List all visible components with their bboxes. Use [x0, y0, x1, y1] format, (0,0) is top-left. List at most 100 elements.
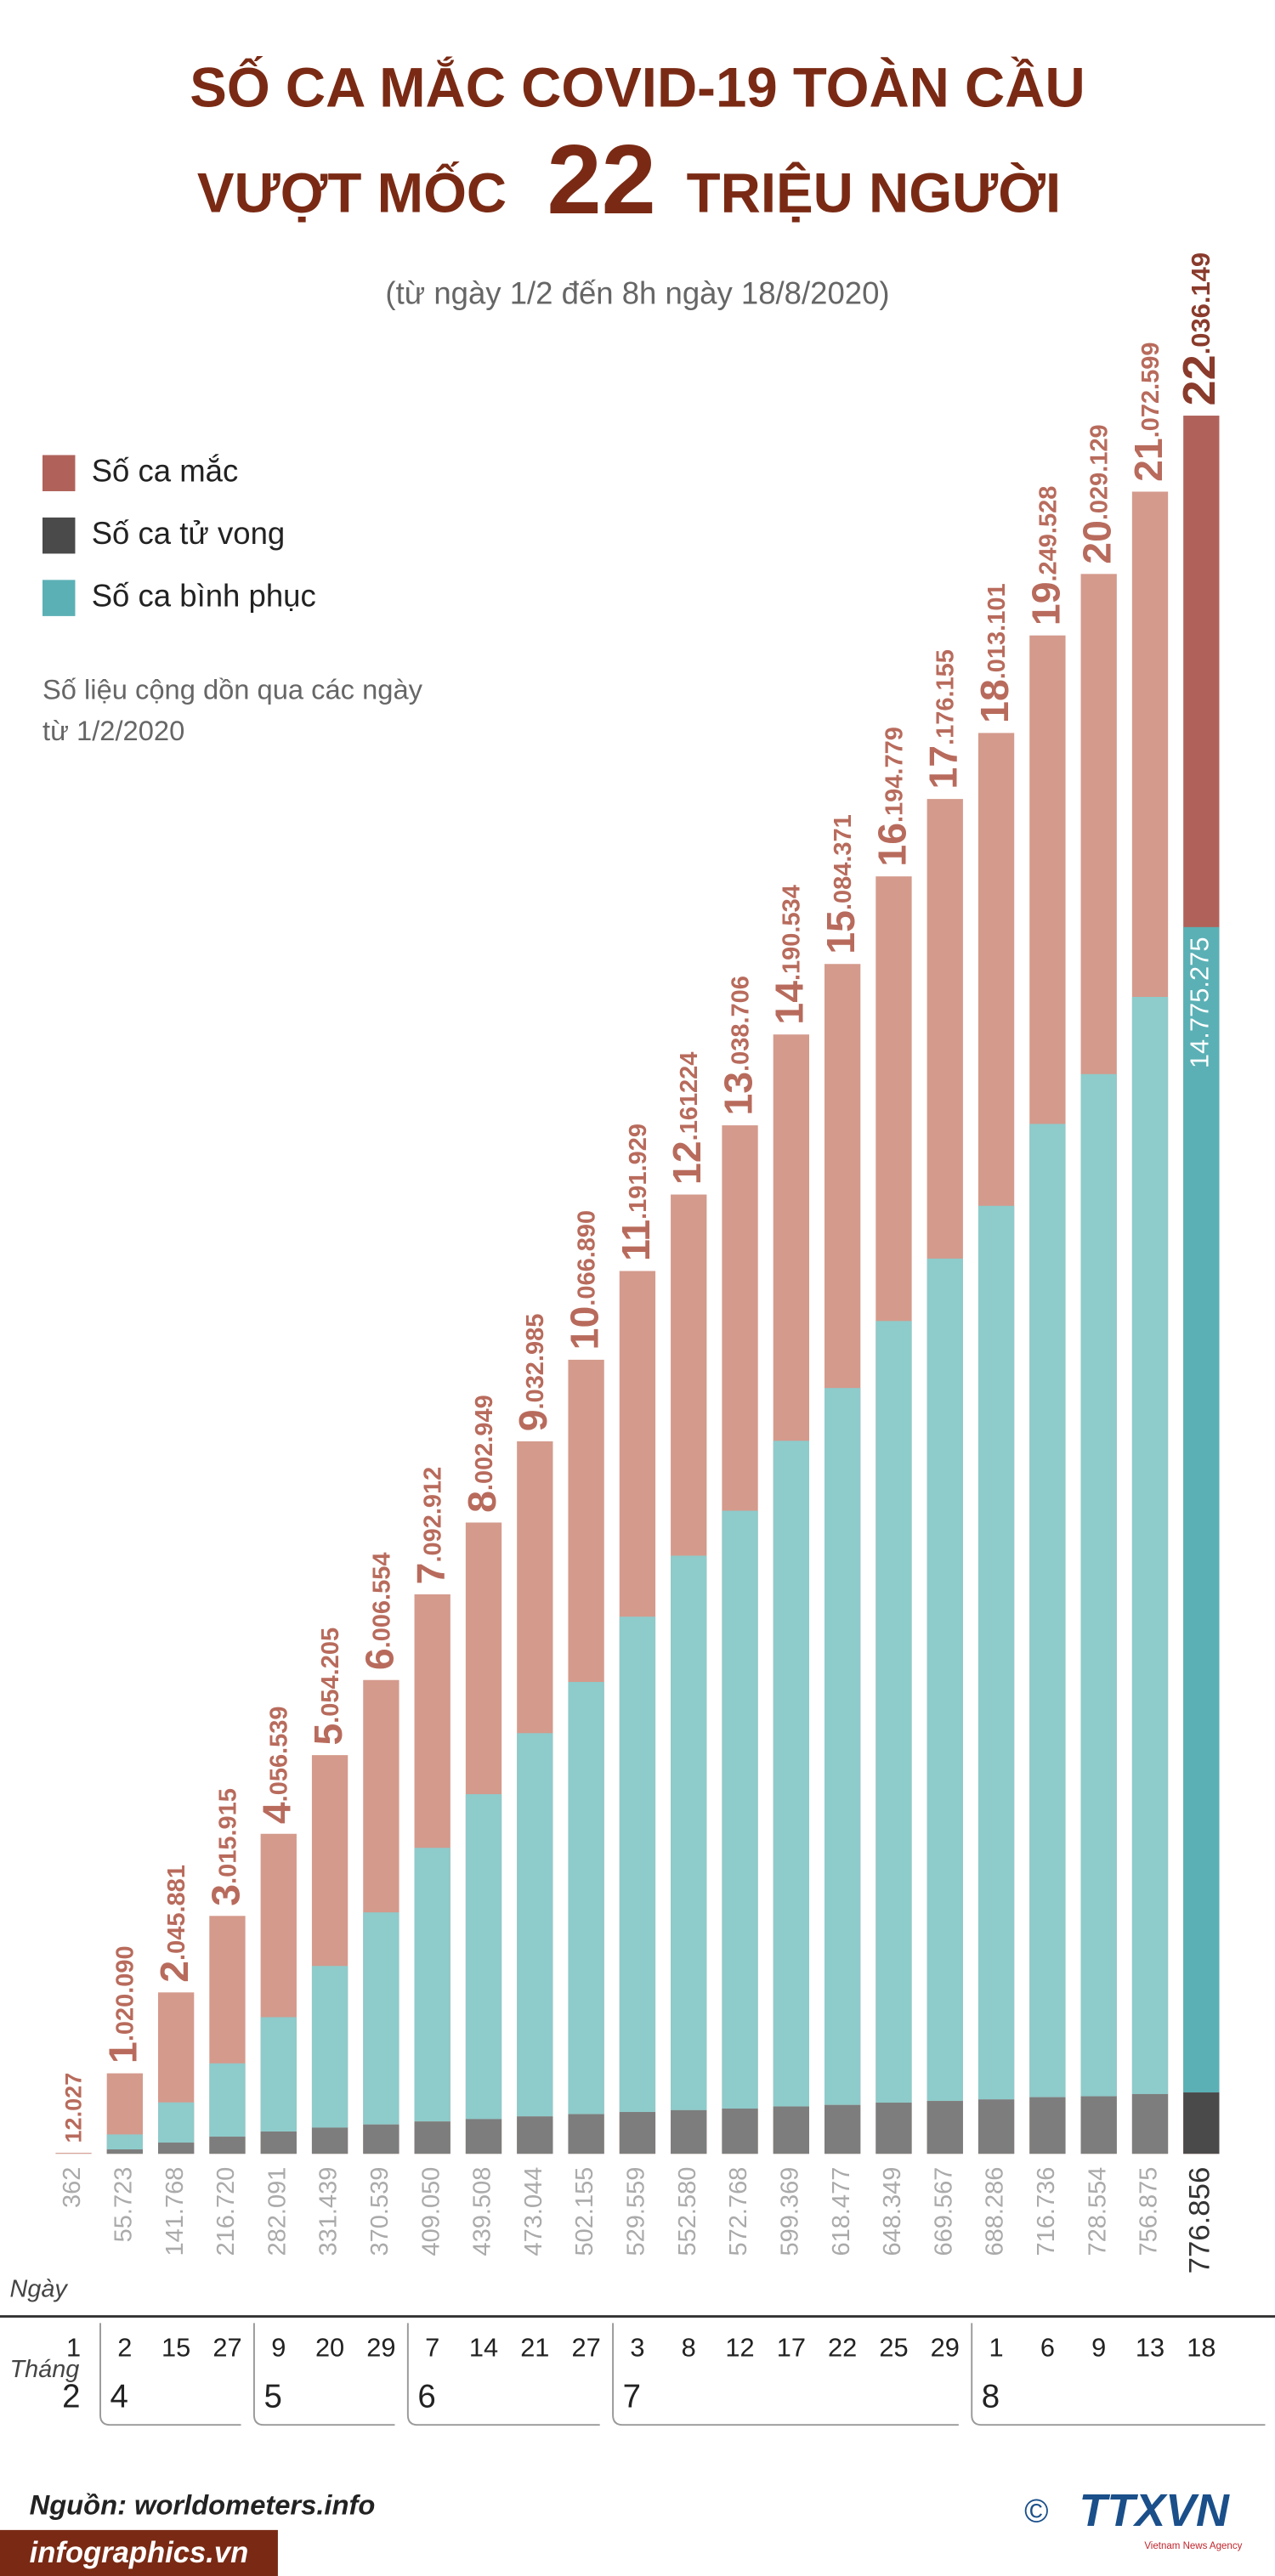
recovered-bar [465, 1794, 502, 2120]
case-label-rest: .191.929 [625, 1124, 652, 1220]
death-label: 409.050 [417, 2167, 445, 2256]
day-label: 14 [469, 2332, 498, 2362]
case-label-rest: .056.539 [265, 1707, 292, 1803]
death-bar [1131, 2093, 1169, 2154]
day-label: 2 [117, 2332, 132, 2362]
day-label: 20 [315, 2332, 344, 2362]
case-label-lead: 16 [870, 823, 915, 867]
x-label: Ngày [10, 2275, 69, 2302]
day-label: 9 [271, 2332, 286, 2362]
case-label-rest: .072.599 [1137, 342, 1164, 438]
recovered-bar [363, 1912, 400, 2125]
legend-label: Số ca tử vong [92, 516, 286, 551]
death-label: 331.439 [315, 2167, 343, 2256]
case-label-rest: .002.949 [471, 1395, 498, 1491]
recovered-bar [209, 2063, 246, 2137]
death-label: 529.559 [623, 2167, 650, 2256]
recovered-bar [517, 1733, 553, 2117]
death-bar [1183, 2092, 1220, 2154]
case-label-rest: .020.090 [111, 1945, 139, 2041]
case-label-rest: .054.205 [317, 1628, 344, 1724]
day-label: 1 [66, 2332, 81, 2362]
case-label-lead: 18 [972, 679, 1017, 723]
recovered-bar [568, 1682, 604, 2115]
recovered-bar [978, 1205, 1015, 2100]
recovered-bar [106, 2134, 143, 2150]
death-label: 728.554 [1084, 2167, 1111, 2256]
case-label-rest: .194.779 [881, 727, 908, 823]
death-bar [671, 2109, 707, 2154]
case-label-rest: .038.706 [727, 976, 754, 1072]
case-label-rest: .084.371 [830, 814, 857, 910]
death-label: 669.567 [930, 2167, 957, 2256]
case-label-lead: 20 [1075, 520, 1119, 564]
month: 6 [417, 2378, 435, 2415]
day-label: 9 [1091, 2332, 1106, 2362]
case-label: 7.092.912 [409, 1467, 453, 1585]
month: 4 [110, 2378, 128, 2415]
recovered-bar [158, 2102, 195, 2143]
death-bar [517, 2116, 553, 2154]
day-label: 25 [879, 2332, 908, 2362]
death-label: 648.349 [879, 2167, 906, 2256]
death-bar [311, 2127, 348, 2154]
death-bar [363, 2124, 400, 2154]
month-bracket [99, 2323, 241, 2426]
case-label-rest: .176.155 [932, 649, 959, 745]
case-bar [55, 2153, 92, 2154]
death-label: 776.856 [1184, 2167, 1216, 2274]
day-label: 21 [520, 2332, 549, 2362]
death-bar [722, 2109, 758, 2154]
case-label: 12.161224 [665, 1052, 709, 1185]
death-label: 216.720 [212, 2167, 240, 2256]
title-number: 22 [547, 124, 656, 235]
death-label: 141.768 [162, 2167, 189, 2256]
death-bar [926, 2101, 963, 2154]
month-bracket [971, 2323, 1266, 2426]
case-label: 11.191.929 [614, 1124, 658, 1261]
case-label: 4.056.539 [255, 1707, 299, 1825]
death-label: 362 [59, 2167, 86, 2208]
case-label-lead: 9 [512, 1409, 556, 1431]
title: VƯỢT MỐC [197, 161, 507, 224]
case-label-rest: .036.149 [1186, 252, 1216, 354]
case-label-lead: 21 [1126, 438, 1170, 482]
day-label: 13 [1136, 2332, 1164, 2362]
recovered-bar [311, 1966, 348, 2128]
death-bar [260, 2132, 297, 2154]
death-bar [209, 2137, 246, 2154]
case-label-rest: .006.554 [368, 1553, 395, 1649]
death-label: 370.539 [366, 2167, 394, 2256]
recovered-bar [722, 1510, 758, 2109]
site-band [0, 2529, 278, 2576]
day-label: 1 [989, 2332, 1004, 2362]
recovered-bar [1131, 996, 1169, 2094]
case-label: 17.176.155 [921, 649, 966, 789]
death-bar [568, 2114, 604, 2154]
case-label: 10.066.890 [563, 1210, 607, 1350]
legend-label: Số ca mắc [92, 453, 239, 488]
case-label-rest: .029.129 [1085, 424, 1113, 520]
case-label-lead: 17 [921, 745, 966, 790]
case-label-lead: 10 [563, 1306, 607, 1350]
month-bracket [612, 2323, 959, 2426]
death-bar [106, 2149, 143, 2154]
month: 8 [982, 2378, 1000, 2415]
case-label: 20.029.129 [1075, 424, 1119, 563]
case-label-rest: .032.985 [522, 1314, 549, 1410]
day-label: 27 [212, 2332, 241, 2362]
month-label: Tháng [10, 2356, 80, 2383]
title: SỐ CA MẮC COVID-19 TOÀN CẦU [190, 56, 1085, 118]
death-bar [773, 2106, 809, 2154]
recovered-bar [926, 1258, 963, 2102]
recovered-bar [824, 1388, 861, 2105]
recovered-bar [773, 1441, 809, 2107]
month: 7 [623, 2378, 641, 2415]
case-label-lead: 14 [768, 981, 812, 1025]
copyright: © [1024, 2494, 1048, 2530]
case-label: 1.020.090 [101, 1945, 145, 2064]
death-bar [978, 2099, 1015, 2154]
death-bar [1080, 2096, 1117, 2154]
death-bar [619, 2112, 656, 2154]
